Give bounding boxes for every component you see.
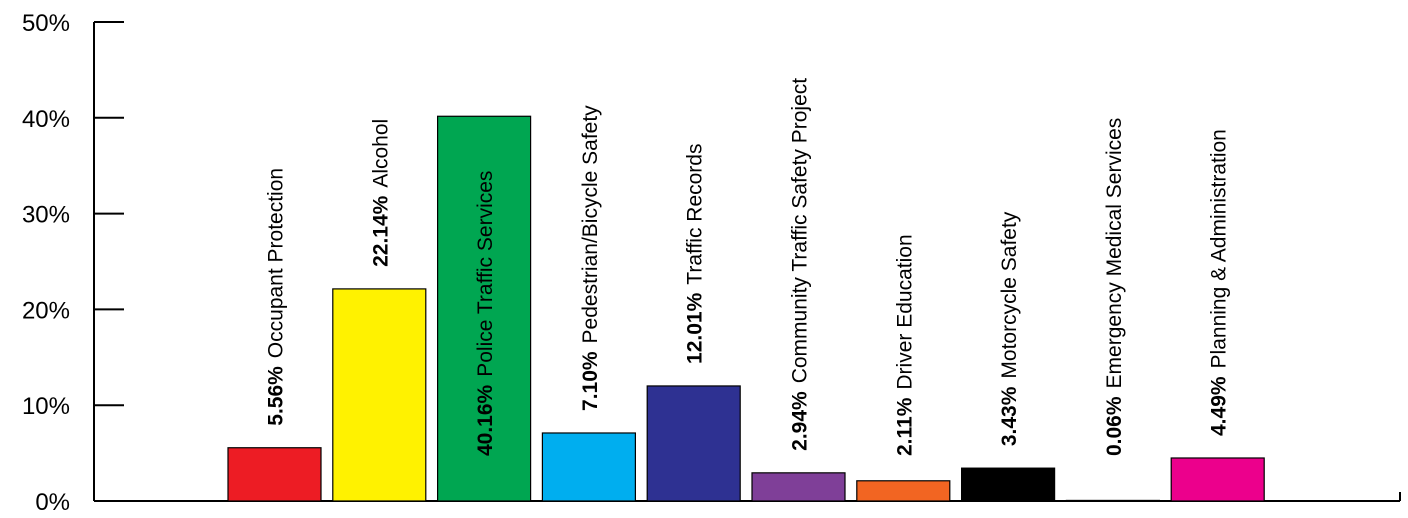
y-tick-label: 50%: [22, 10, 70, 37]
bar-value-label: 5.56%: [265, 366, 288, 426]
bar-category-label: Pedestrian/Bicycle Safety: [579, 105, 602, 344]
bar-label: 3.43% Motorcycle Safety: [998, 211, 1021, 446]
bar-label: 2.94% Community Traffic Safety Project: [789, 78, 812, 451]
y-tick-label: 0%: [35, 489, 70, 516]
bar-category-label: Driver Education: [893, 234, 916, 389]
bar-label: 22.14% Alcohol: [369, 119, 392, 267]
bar-value-label: 3.43%: [998, 386, 1021, 446]
bar-value-label: 4.49%: [1208, 376, 1231, 436]
bar-label: 4.49% Planning & Administration: [1208, 129, 1231, 436]
chart-bars: [227, 115, 1265, 502]
bar-value-label: 2.94%: [789, 391, 812, 451]
bar: [1065, 499, 1161, 502]
bar-label: 2.11% Driver Education: [893, 234, 916, 456]
bar: [646, 385, 741, 502]
bar: [960, 467, 1056, 502]
bar-category-label: Emergency Medical Services: [1103, 118, 1126, 389]
bar-value-label: 12.01%: [684, 292, 707, 364]
y-tick-label: 30%: [22, 202, 70, 229]
bar-label: 5.56% Occupant Protection: [265, 168, 288, 426]
bar-category-label: Community Traffic Safety Project: [789, 78, 812, 384]
y-tick-label: 40%: [22, 106, 70, 133]
bar-category-label: Motorcycle Safety: [998, 211, 1021, 378]
bar-label: 40.16% Police Traffic Services: [474, 171, 497, 456]
bar-category-label: Traffic Records: [684, 143, 707, 284]
bar: [856, 480, 951, 502]
bar: [437, 115, 532, 502]
bar-label: 7.10% Pedestrian/Bicycle Safety: [579, 105, 602, 411]
bar-label: 0.06% Emergency Medical Services: [1103, 118, 1126, 456]
bar: [1170, 457, 1265, 502]
bar-category-label: Planning & Administration: [1208, 129, 1231, 368]
bar: [332, 288, 427, 502]
chart-bar-labels: 5.56% Occupant Protection 22.14% Alcohol 40.…: [265, 78, 1231, 456]
bar-value-label: 40.16%: [474, 384, 497, 456]
bar-label: 12.01% Traffic Records: [684, 143, 707, 363]
y-tick-label: 10%: [22, 393, 70, 420]
bar-value-label: 7.10%: [579, 351, 602, 411]
bar-value-label: 0.06%: [1103, 396, 1126, 456]
bar-category-label: Police Traffic Services: [474, 171, 497, 377]
bar: [541, 432, 637, 502]
bar: [751, 472, 846, 502]
bar-category-label: Occupant Protection: [265, 168, 288, 358]
bar: [227, 447, 322, 502]
bar-value-label: 22.14%: [369, 195, 392, 267]
y-tick-label: 20%: [22, 297, 70, 324]
bar-value-label: 2.11%: [893, 397, 916, 456]
bar-category-label: Alcohol: [369, 119, 392, 188]
